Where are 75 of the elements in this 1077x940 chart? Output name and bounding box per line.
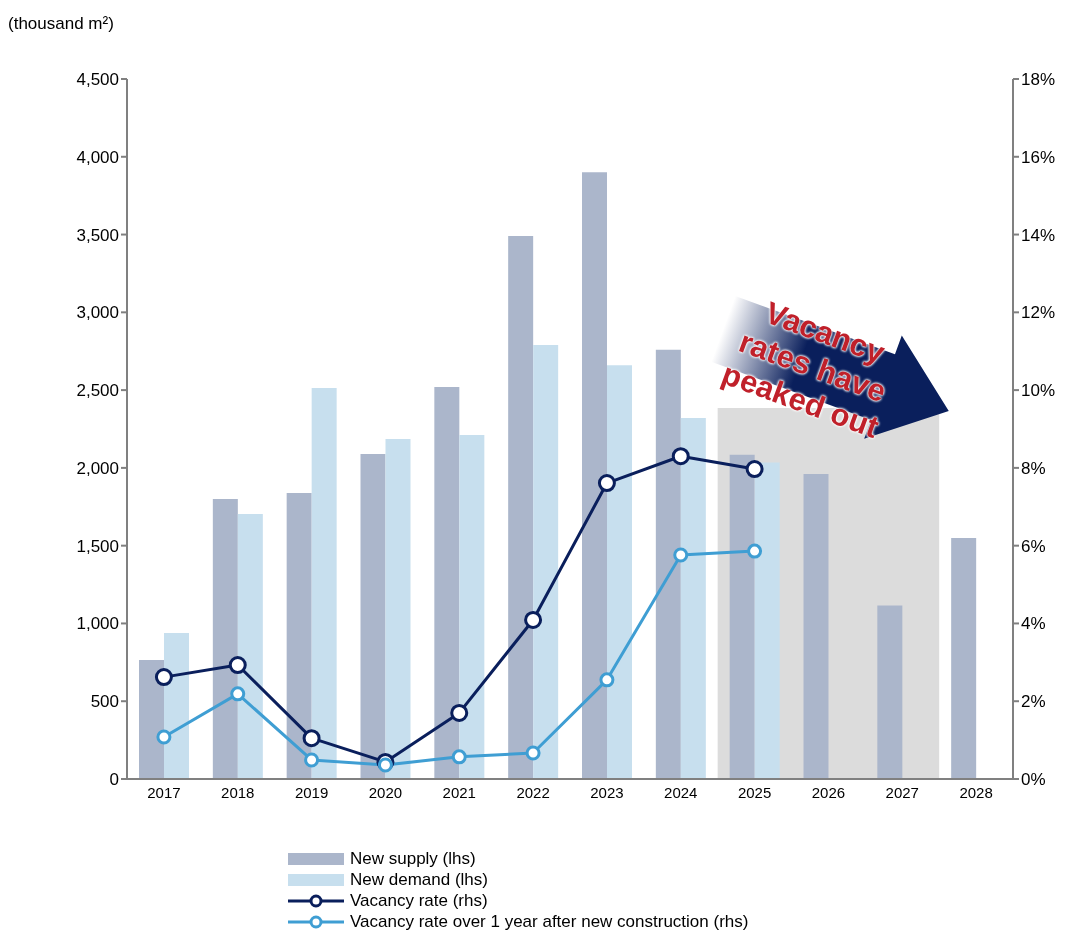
y-tick-label: 4,500 xyxy=(76,70,119,90)
bar xyxy=(655,349,681,779)
bar xyxy=(385,438,411,779)
point xyxy=(673,547,689,563)
bar xyxy=(754,462,780,779)
x-tick-label: 2025 xyxy=(737,783,772,801)
y-tick-label: 0 xyxy=(109,770,119,790)
bar xyxy=(237,513,263,779)
y-tick-label: 500 xyxy=(90,692,119,712)
y-axis-title: (thousand m²) xyxy=(8,14,114,34)
point xyxy=(745,460,764,479)
y2-tick-label: 14% xyxy=(1021,225,1056,245)
bar xyxy=(434,387,460,779)
point xyxy=(525,745,541,761)
y-tick-label: 2,500 xyxy=(76,381,119,401)
bar xyxy=(680,418,706,779)
point xyxy=(302,729,321,748)
legend-label: New demand (lhs) xyxy=(350,869,488,890)
y2-tick-label: 12% xyxy=(1021,303,1056,323)
bar xyxy=(164,632,189,779)
bar xyxy=(311,387,337,779)
y2-tick-label: 8% xyxy=(1021,458,1046,478)
legend-label: Vacancy rate over 1 year after new construction (rhs) xyxy=(350,911,749,932)
y-tick-label: 4,000 xyxy=(76,147,119,167)
y2-tick-label: 16% xyxy=(1021,147,1056,167)
point xyxy=(671,447,690,466)
bar xyxy=(533,345,559,779)
bar xyxy=(803,474,829,779)
point xyxy=(451,749,467,765)
x-tick-label: 2024 xyxy=(664,783,698,801)
bar xyxy=(951,537,977,779)
point xyxy=(377,757,393,773)
x-tick-label: 2018 xyxy=(221,783,255,801)
y-tick-label: 3,000 xyxy=(76,303,119,323)
x-tick-label: 2023 xyxy=(590,783,624,801)
x-tick-label: 2026 xyxy=(811,783,846,801)
y2-tick-label: 4% xyxy=(1021,614,1046,634)
bar xyxy=(729,454,755,779)
point xyxy=(304,752,320,768)
y2-tick-label: 0% xyxy=(1021,770,1046,790)
x-tick-label: 2027 xyxy=(885,783,919,801)
bar xyxy=(459,434,485,779)
legend-label: New supply (lhs) xyxy=(350,848,476,869)
point xyxy=(450,703,469,722)
y-tick-label: 1,500 xyxy=(76,536,119,556)
y-tick-label: 1,000 xyxy=(76,614,119,634)
bar xyxy=(877,605,903,779)
y-tick-label: 3,500 xyxy=(76,225,119,245)
x-tick-label: 2017 xyxy=(147,783,181,801)
x-tick-label: 2020 xyxy=(368,783,403,801)
x-tick-label: 2019 xyxy=(294,783,329,801)
bar xyxy=(139,660,164,779)
y2-tick-label: 6% xyxy=(1021,536,1046,556)
x-tick-label: 2021 xyxy=(442,783,476,801)
x-tick-label: 2028 xyxy=(959,783,993,801)
point xyxy=(154,668,173,687)
point xyxy=(228,656,247,675)
point xyxy=(524,610,543,629)
bar xyxy=(607,365,632,779)
bar xyxy=(508,236,534,779)
y2-tick-label: 10% xyxy=(1021,381,1056,401)
bar xyxy=(582,172,607,779)
legend-label: Vacancy rate (rhs) xyxy=(350,890,488,911)
bar xyxy=(286,492,312,779)
y2-tick-label: 2% xyxy=(1021,692,1046,712)
y2-tick-label: 18% xyxy=(1021,70,1056,90)
point xyxy=(156,729,172,745)
y-tick-label: 2,000 xyxy=(76,458,119,478)
point xyxy=(599,672,615,688)
x-tick-label: 2022 xyxy=(516,783,550,801)
point xyxy=(747,543,763,559)
bar xyxy=(360,453,386,779)
point xyxy=(597,474,616,493)
bar xyxy=(212,499,238,779)
point xyxy=(230,686,246,702)
